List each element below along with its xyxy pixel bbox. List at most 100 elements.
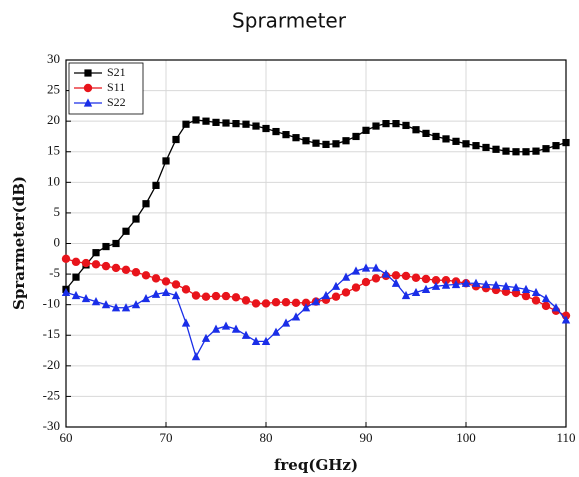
marker [541, 293, 551, 303]
marker [131, 300, 141, 309]
marker [371, 263, 381, 272]
marker [452, 137, 460, 145]
marker [142, 200, 150, 208]
marker [132, 215, 140, 223]
marker [382, 120, 390, 128]
marker [101, 261, 111, 271]
marker [471, 278, 481, 287]
marker [422, 129, 430, 137]
y-tick-label: 20 [47, 112, 60, 127]
marker [202, 117, 210, 125]
marker [152, 181, 160, 189]
marker [351, 266, 361, 275]
marker [241, 330, 251, 339]
marker [552, 142, 560, 150]
marker [151, 274, 161, 283]
x-tick-label: 110 [556, 430, 575, 445]
marker [111, 303, 121, 312]
marker [161, 277, 171, 286]
x-tick-label: 60 [60, 430, 73, 445]
marker [362, 126, 370, 134]
marker [241, 296, 251, 305]
marker [341, 288, 351, 297]
marker [401, 290, 411, 300]
marker [61, 287, 71, 297]
marker [172, 135, 180, 144]
marker [122, 227, 130, 235]
marker [191, 352, 201, 361]
marker [251, 336, 261, 345]
marker [502, 147, 510, 155]
marker [521, 284, 531, 293]
marker [342, 137, 350, 145]
marker [251, 299, 261, 308]
marker [83, 83, 93, 93]
marker [432, 132, 440, 141]
chart-title: Sprarmeter [232, 9, 347, 33]
x-axis-label: freq(GHz) [274, 456, 358, 474]
y-tick-label: -15 [43, 326, 60, 341]
y-tick-label: 10 [47, 173, 60, 188]
marker [192, 116, 200, 124]
marker [402, 121, 410, 130]
marker [182, 120, 190, 128]
marker [412, 126, 420, 134]
marker [462, 140, 470, 148]
marker [542, 145, 550, 153]
series-line [65, 258, 567, 317]
marker [91, 260, 101, 269]
marker [372, 122, 380, 130]
x-tick-label: 100 [456, 430, 476, 445]
marker [261, 299, 271, 308]
marker [221, 291, 231, 301]
marker [231, 293, 241, 302]
marker [301, 298, 311, 308]
marker [341, 272, 351, 281]
marker [181, 318, 191, 327]
marker [331, 292, 341, 301]
marker [411, 273, 421, 282]
marker [282, 131, 290, 139]
marker [141, 293, 151, 303]
marker [232, 120, 240, 128]
marker [84, 69, 92, 77]
marker [381, 269, 391, 278]
marker [71, 290, 81, 300]
y-tick-label: -5 [49, 265, 60, 280]
marker [531, 287, 541, 297]
marker [562, 138, 570, 147]
marker [292, 134, 300, 142]
marker [211, 291, 221, 301]
marker [561, 315, 571, 324]
marker [81, 293, 91, 303]
marker [391, 271, 401, 280]
marker [361, 277, 371, 287]
marker [441, 280, 451, 289]
marker [191, 291, 201, 300]
marker [351, 283, 361, 292]
marker [201, 333, 211, 342]
marker [392, 120, 400, 128]
marker [391, 278, 401, 287]
marker [252, 122, 260, 130]
marker [551, 303, 561, 312]
y-tick-label: 15 [47, 143, 60, 158]
plot-frame [65, 59, 567, 428]
marker [221, 321, 231, 330]
marker [141, 271, 151, 280]
marker [291, 298, 301, 308]
marker [101, 300, 111, 309]
marker [451, 279, 461, 289]
marker [421, 284, 431, 293]
marker [361, 263, 371, 272]
marker [441, 276, 451, 285]
marker [442, 135, 450, 143]
marker [61, 254, 71, 263]
marker [272, 127, 280, 136]
y-tick-label: -10 [43, 296, 60, 311]
marker [181, 285, 191, 294]
marker [91, 297, 101, 306]
marker [161, 287, 171, 297]
marker [532, 147, 540, 155]
